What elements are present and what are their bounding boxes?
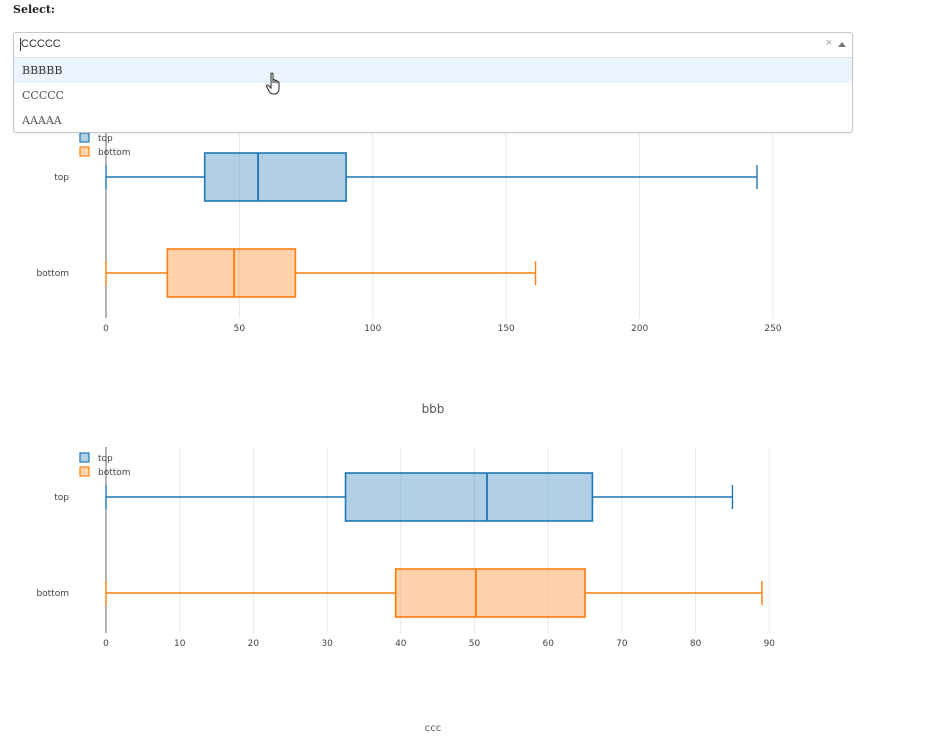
box-body [344,472,594,522]
y-tick-label: bottom [36,589,69,599]
clear-icon[interactable]: × [825,37,832,49]
option-bbbbb[interactable]: BBBBB [14,58,852,83]
text-caret [20,38,21,51]
x-tick-label: 50 [469,639,481,649]
box-bottom [105,568,763,618]
hand-cursor-icon [265,72,280,95]
select-value: CCCCC [21,38,61,50]
chart-2-title: ccc [424,723,442,734]
x-tick-label: 60 [542,639,554,649]
box-body [166,248,297,298]
x-tick-label: 250 [764,324,781,334]
option-ccccc[interactable]: CCCCC [22,89,65,102]
box-chart-2: 0 10 20 30 40 50 60 70 80 90 top bottom top bottom [0,445,933,745]
x-tick-label: 70 [616,639,628,649]
x-tick-label: 200 [631,324,648,334]
legend-label-bottom[interactable]: bottom [98,148,131,158]
select-dropdown[interactable]: CCCCC × BBBBB CCCCC AAAAA [13,32,853,133]
x-tick-label: 90 [764,639,776,649]
x-tick-label: 0 [103,324,109,334]
select-label: Select: [13,3,55,16]
x-tick-label: 50 [234,324,246,334]
x-tick-label: 40 [395,639,407,649]
box-bottom [105,248,537,298]
caret-up-icon[interactable] [838,42,846,47]
legend-label-bottom[interactable]: bottom [98,468,131,478]
select-control[interactable]: CCCCC × [14,33,852,58]
y-tick-label: top [54,493,69,503]
box-chart-1-svg: 0 50 100 150 200 250 top bottom top bottom [36,130,782,334]
x-tick-label: 80 [690,639,702,649]
legend-swatch-bottom[interactable] [79,146,90,157]
box-body [394,568,586,618]
legend-label-top[interactable]: top [98,454,113,464]
box-top [105,472,734,522]
x-tick-label: 100 [364,324,381,334]
box-body [203,152,347,202]
legend-swatch-top[interactable] [79,132,90,143]
legend-swatch-bottom[interactable] [79,466,90,477]
x-tick-label: 0 [103,639,109,649]
box-top [105,152,758,202]
option-aaaaa[interactable]: AAAAA [22,114,62,127]
chart-1-title: bbb [421,402,445,416]
x-tick-label: 20 [248,639,260,649]
box-chart-1: 0 50 100 150 200 250 top bottom top bottom [0,130,933,420]
x-tick-label: 150 [498,324,515,334]
legend-swatch-top[interactable] [79,452,90,463]
y-tick-label: bottom [36,269,69,279]
x-tick-label: 30 [321,639,333,649]
y-tick-label: top [54,173,69,183]
x-tick-label: 10 [174,639,186,649]
legend-label-top[interactable]: top [98,134,113,144]
box-chart-2-svg: 0 10 20 30 40 50 60 70 80 90 top bottom top bottom [36,447,776,649]
